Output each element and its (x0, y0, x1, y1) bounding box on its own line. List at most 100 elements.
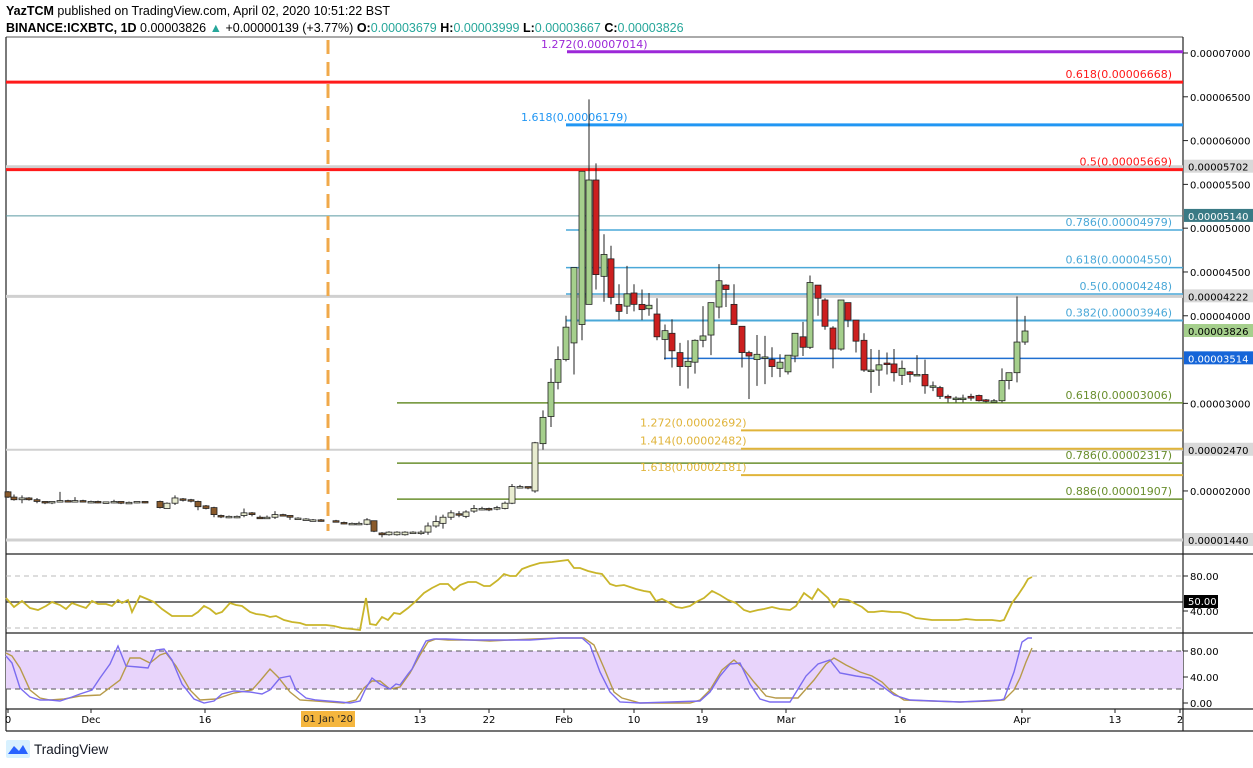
candle-body (470, 508, 478, 512)
close-label: C: (604, 21, 618, 35)
change-up-arrow-icon: ▲ (209, 21, 222, 35)
candle-body (821, 299, 829, 327)
candle-body (814, 284, 822, 299)
close-value: 0.00003826 (617, 21, 684, 35)
candle-body (799, 336, 807, 348)
candle-body (370, 520, 378, 532)
time-tick-label: 2 (1177, 715, 1183, 726)
price-tick-label: 0.00002000 (1190, 487, 1250, 498)
time-axis[interactable]: 0 Dec 16 13 22 Feb 10 19 Mar 16 Apr 13 2 01 Jan '20 (5, 709, 1183, 727)
price-badge-label: 0.00003514 (1188, 354, 1248, 365)
candle-body (25, 497, 33, 501)
time-tick-label: 13 (1109, 715, 1122, 726)
candle-body (294, 517, 302, 521)
high-label: H: (440, 21, 454, 35)
price-badge[interactable] (1184, 324, 1253, 338)
candle-body (417, 531, 425, 535)
price-badge[interactable] (1184, 159, 1253, 173)
candle-body (286, 515, 294, 518)
candle-body (684, 360, 692, 367)
candle-body (163, 502, 171, 509)
candle-body (393, 531, 401, 536)
candle-body (570, 267, 578, 344)
candle-body (385, 531, 393, 536)
price-tick-label: 0.00006500 (1190, 93, 1250, 104)
date-highlight-label: 01 Jan '20 (303, 714, 353, 725)
candle-body (600, 254, 608, 277)
rsi-50-badge-label: 50.00 (1188, 597, 1217, 608)
fib-level-label: 0.382(0.00003946) (1065, 306, 1172, 319)
price-axis[interactable]: 0.00007000 0.00006500 0.00006000 0.00005500… (1183, 49, 1253, 547)
price-tick-label: 0.00007000 (1190, 49, 1250, 60)
time-tick-label: 10 (628, 715, 641, 726)
candle-body (516, 486, 524, 489)
candle-body (875, 364, 883, 371)
price-badge[interactable] (1184, 208, 1253, 222)
time-tick-label: 0 (5, 715, 11, 726)
candle-body (867, 369, 875, 372)
candle-body (210, 507, 218, 515)
candle-body (547, 381, 555, 417)
candle-body (913, 374, 921, 377)
candle-body (478, 508, 486, 511)
stoch-tick-label: 40.00 (1190, 673, 1219, 684)
symbol-label[interactable]: BINANCE:ICXBTC, 1D (6, 21, 137, 35)
candle-body (263, 516, 271, 520)
stoch-rsi-pane (5, 637, 1183, 704)
candle-body (722, 284, 730, 290)
fib-level-label: 0.786(0.00004979) (1065, 216, 1172, 229)
candle-body (592, 179, 600, 276)
candle-body (355, 522, 363, 526)
candle-body (852, 319, 860, 342)
date-highlight-badge[interactable] (301, 711, 355, 727)
candle-body (271, 514, 279, 518)
candle-body (225, 515, 233, 519)
candle-body (890, 363, 898, 374)
candle-body (87, 501, 95, 504)
price-tick-label: 0.00003000 (1190, 399, 1250, 410)
candle-body (332, 520, 340, 523)
candle-body (508, 486, 516, 504)
candle-body (378, 532, 386, 536)
time-tick-label: 16 (894, 715, 907, 726)
price-badge[interactable] (1184, 289, 1253, 303)
chart-header: YazTCM published on TradingView.com, Apr… (6, 3, 684, 37)
price-badge-label: 0.00002470 (1188, 446, 1248, 457)
candle-body (883, 362, 891, 365)
candle-body (447, 512, 455, 518)
price-badge[interactable] (1184, 533, 1253, 547)
rsi-50-badge (1184, 595, 1218, 608)
candle-body (676, 352, 684, 367)
tradingview-brand[interactable]: TradingView (6, 740, 108, 758)
candle-body (194, 501, 202, 508)
candle-body (730, 303, 738, 325)
candle-body (578, 170, 586, 325)
author-name[interactable]: YazTCM (6, 4, 54, 18)
candle-body (117, 501, 125, 504)
candle-body (768, 359, 776, 367)
price-tick-label: 0.00004500 (1190, 268, 1250, 279)
stoch-tick-label: 0.00 (1190, 699, 1212, 710)
price-badge[interactable] (1184, 442, 1253, 456)
candle-body (998, 380, 1006, 402)
rsi-tick-label: 40.00 (1190, 607, 1219, 618)
candle-body (94, 501, 102, 504)
ohlc-line: BINANCE:ICXBTC, 1D 0.00003826 ▲ +0.00000… (6, 20, 684, 37)
candle-body (982, 399, 990, 402)
candle-body (615, 303, 623, 312)
price-badge-label: 0.00005140 (1188, 212, 1248, 223)
fib-level-label: 0.886(0.00001907) (1065, 485, 1172, 498)
price-badge[interactable] (1184, 351, 1253, 365)
candle-body (41, 501, 49, 504)
candle-body (256, 516, 264, 520)
candle-body (860, 339, 868, 371)
rsi-line (5, 559, 1033, 631)
time-tick-label: Dec (81, 715, 100, 726)
candle-body (707, 302, 715, 336)
candle-body (959, 397, 967, 401)
price-tick-label: 0.00005000 (1190, 224, 1250, 235)
candle-body (607, 258, 615, 298)
fibonacci-levels[interactable]: 1.272(0.00007014) 0.618(0.00006668) 1.618(… (6, 38, 1183, 500)
price-change: +0.00000139 (+3.77%) (225, 21, 354, 35)
